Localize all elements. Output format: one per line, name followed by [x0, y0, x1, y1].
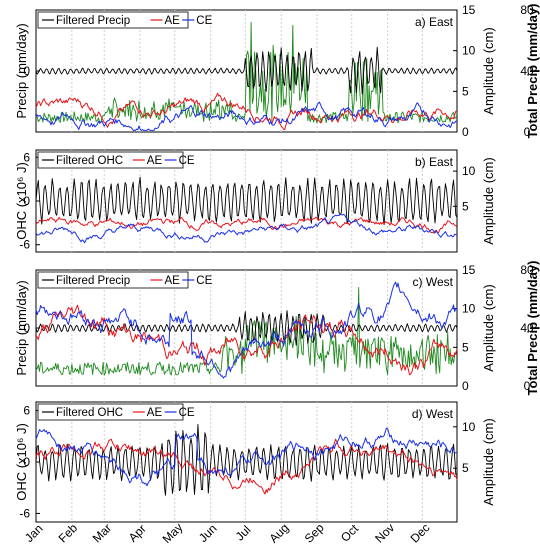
month-label: Dec — [408, 521, 433, 546]
right2-tick-label: 80 — [520, 3, 534, 17]
right-tick-label: 5 — [462, 340, 469, 354]
legend-entry: Filtered Precip — [56, 275, 130, 287]
filtered-precip-line — [35, 46, 458, 95]
month-label: Sep — [302, 520, 327, 545]
y-axis-label-right2: Total Precip (mm/day) — [525, 261, 540, 396]
y-axis-label-right: Amplitude (cm) — [481, 418, 496, 505]
total-precip-line — [35, 286, 458, 376]
left-tick-label: 0 — [23, 64, 30, 78]
left-tick-label: 0 — [23, 194, 30, 208]
ce-line — [35, 281, 458, 379]
filtered-ohc-line — [35, 424, 458, 496]
y-axis-label-left: OHC (x10⁶ J) — [14, 162, 29, 240]
y-axis-label-right2: Total Precip (mm/day) — [525, 4, 540, 139]
month-label: Jul — [233, 523, 254, 544]
month-label: Feb — [56, 521, 81, 546]
right-tick-label: 10 — [462, 420, 476, 434]
right-tick-label: 10 — [462, 302, 476, 316]
right-tick-label: 10 — [462, 44, 476, 58]
right-tick-label: 5 — [462, 199, 469, 213]
legend-box — [37, 151, 184, 169]
legend-entry: Filtered Precip — [56, 15, 130, 27]
ce-line — [35, 213, 458, 244]
right-tick-label: 5 — [462, 461, 469, 475]
right2-tick-label: 40 — [520, 321, 534, 335]
left-tick-label: -6 — [19, 238, 30, 252]
y-axis-label-right: Amplitude (cm) — [481, 157, 496, 244]
ae-line — [35, 438, 458, 495]
left-tick-label: 6 — [23, 150, 30, 164]
legend-entry: AE — [165, 15, 181, 27]
legend-entry: CE — [179, 155, 195, 167]
right-tick-label: 15 — [462, 263, 476, 277]
right2-tick-label: 0 — [524, 379, 531, 393]
panel-label: a) East — [415, 15, 454, 29]
left-tick-label: 6 — [23, 404, 30, 418]
right-tick-label: 15 — [462, 3, 476, 17]
y-axis-label-left: OHC (x10⁶ J) — [14, 423, 29, 501]
month-label: Oct — [338, 521, 362, 545]
y-axis-label-left: Precip (mm/day) — [14, 23, 29, 118]
legend: Filtered Precip AE CE — [37, 11, 213, 29]
month-label: Jun — [196, 521, 220, 545]
month-label: Aug — [266, 521, 291, 546]
legend-box — [37, 403, 184, 421]
ce-line — [35, 427, 458, 487]
legend-entry: Filtered OHC — [56, 155, 123, 167]
right-tick-label: 5 — [462, 84, 469, 98]
left-tick-label: 0 — [23, 321, 30, 335]
right-tick-label: 0 — [462, 379, 469, 393]
filtered-ohc-line — [35, 176, 458, 226]
left-tick-label: 0 — [23, 455, 30, 469]
filtered-precip-line — [35, 310, 458, 346]
legend-entry: AE — [147, 407, 163, 419]
ae-line — [35, 216, 458, 234]
legend: Filtered OHC AE CE — [37, 151, 195, 169]
panel-label: c) West — [413, 275, 454, 289]
total-precip-line — [35, 21, 458, 124]
y-axis-label-right: Amplitude (cm) — [481, 27, 496, 114]
legend: Filtered Precip AE CE — [37, 271, 213, 289]
legend-entry: CE — [196, 275, 212, 287]
right2-tick-label: 80 — [520, 263, 534, 277]
month-label: Mar — [90, 521, 115, 546]
month-label: Jan — [22, 521, 46, 545]
ae-line — [35, 92, 458, 131]
month-label: May — [160, 520, 186, 546]
left-tick-label: -6 — [19, 506, 30, 520]
y-axis-label-left: Precip (mm/day) — [14, 280, 29, 375]
panel-label: b) East — [415, 155, 454, 169]
panel-label: d) West — [412, 407, 454, 421]
right2-tick-label: 40 — [520, 64, 534, 78]
legend-entry: CE — [179, 407, 195, 419]
legend-entry: Filtered OHC — [56, 407, 123, 419]
month-label: Apr — [126, 522, 149, 545]
month-label: Nov — [372, 521, 397, 546]
legend-entry: CE — [196, 15, 212, 27]
ae-line — [35, 304, 458, 376]
legend-entry: AE — [165, 275, 181, 287]
legend: Filtered OHC AE CE — [37, 403, 195, 421]
y-axis-label-right: Amplitude (cm) — [481, 284, 496, 371]
right2-tick-label: 0 — [524, 125, 531, 139]
right-tick-label: 0 — [462, 125, 469, 139]
ce-line — [35, 101, 458, 131]
right-tick-label: 10 — [462, 164, 476, 178]
legend-entry: AE — [147, 155, 163, 167]
